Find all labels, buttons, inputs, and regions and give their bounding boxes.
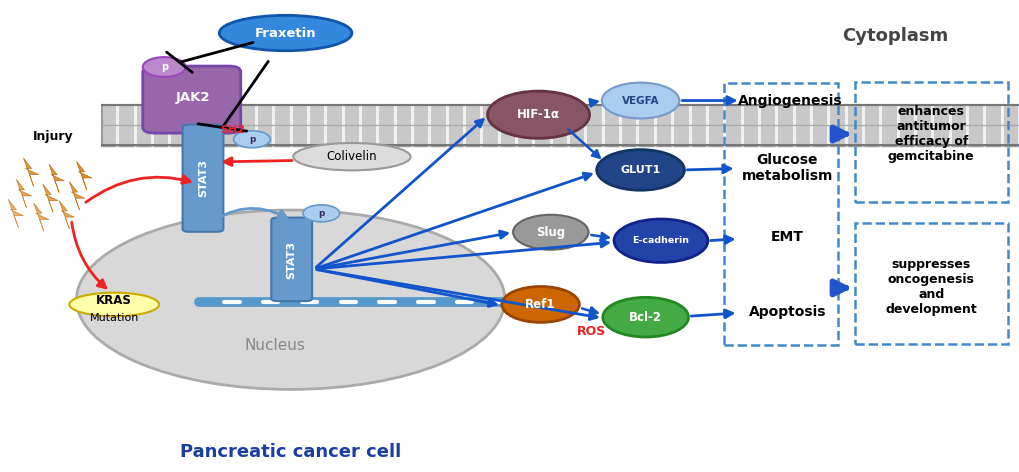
Text: Angiogenesis: Angiogenesis xyxy=(738,93,842,108)
Text: Slug: Slug xyxy=(536,226,565,239)
Circle shape xyxy=(303,205,339,222)
Polygon shape xyxy=(69,182,85,210)
Text: Nucleus: Nucleus xyxy=(245,338,306,353)
Circle shape xyxy=(513,215,588,250)
Ellipse shape xyxy=(69,293,159,316)
Text: Fraxetin: Fraxetin xyxy=(255,26,316,40)
Text: enhances
antitumor
efficacy of
gemcitabine: enhances antitumor efficacy of gemcitabi… xyxy=(888,105,973,163)
Circle shape xyxy=(613,219,707,262)
Polygon shape xyxy=(8,199,23,228)
Ellipse shape xyxy=(76,210,504,389)
FancyBboxPatch shape xyxy=(102,126,1019,146)
Text: EMT: EMT xyxy=(770,230,803,244)
Text: Mutation: Mutation xyxy=(90,312,139,323)
FancyBboxPatch shape xyxy=(102,105,1019,125)
Text: Apoptosis: Apoptosis xyxy=(748,305,825,320)
Text: Cytoplasm: Cytoplasm xyxy=(842,27,948,45)
Polygon shape xyxy=(76,161,92,190)
Ellipse shape xyxy=(219,15,352,51)
Text: GLUT1: GLUT1 xyxy=(620,165,660,175)
Text: STAT3: STAT3 xyxy=(198,160,208,197)
Text: p: p xyxy=(249,135,255,144)
Text: E-cadherin: E-cadherin xyxy=(632,236,689,245)
Text: p: p xyxy=(161,62,167,72)
Polygon shape xyxy=(34,203,49,231)
Text: VEGFA: VEGFA xyxy=(622,95,658,106)
Polygon shape xyxy=(49,164,64,193)
Ellipse shape xyxy=(293,143,410,170)
Text: Glucose
metabolism: Glucose metabolism xyxy=(741,153,833,183)
Text: STAT3: STAT3 xyxy=(286,241,297,278)
Text: Injury: Injury xyxy=(33,130,73,143)
FancyBboxPatch shape xyxy=(182,125,223,232)
Text: p: p xyxy=(318,209,324,218)
FancyBboxPatch shape xyxy=(102,105,1019,146)
Circle shape xyxy=(233,131,270,148)
Text: Ref1: Ref1 xyxy=(525,298,555,311)
Polygon shape xyxy=(59,201,74,229)
Text: HIF-1α: HIF-1α xyxy=(517,108,559,121)
Circle shape xyxy=(602,297,688,337)
Text: KRAS: KRAS xyxy=(96,294,132,307)
Circle shape xyxy=(596,150,684,190)
Text: suppresses
oncogenesis
and
development: suppresses oncogenesis and development xyxy=(884,258,976,316)
Polygon shape xyxy=(23,158,39,186)
Text: ROS: ROS xyxy=(577,325,605,338)
FancyBboxPatch shape xyxy=(143,66,240,133)
Text: JAK2: JAK2 xyxy=(175,91,210,104)
Circle shape xyxy=(601,83,679,118)
Polygon shape xyxy=(43,184,58,212)
Circle shape xyxy=(501,287,579,322)
FancyBboxPatch shape xyxy=(271,218,312,301)
Text: Colivelin: Colivelin xyxy=(326,150,377,163)
Text: SH2: SH2 xyxy=(220,125,245,135)
Polygon shape xyxy=(16,179,32,208)
Circle shape xyxy=(143,57,185,77)
Circle shape xyxy=(487,91,589,138)
Text: Pancreatic cancer cell: Pancreatic cancer cell xyxy=(180,443,400,461)
Text: Bcl-2: Bcl-2 xyxy=(629,311,661,324)
